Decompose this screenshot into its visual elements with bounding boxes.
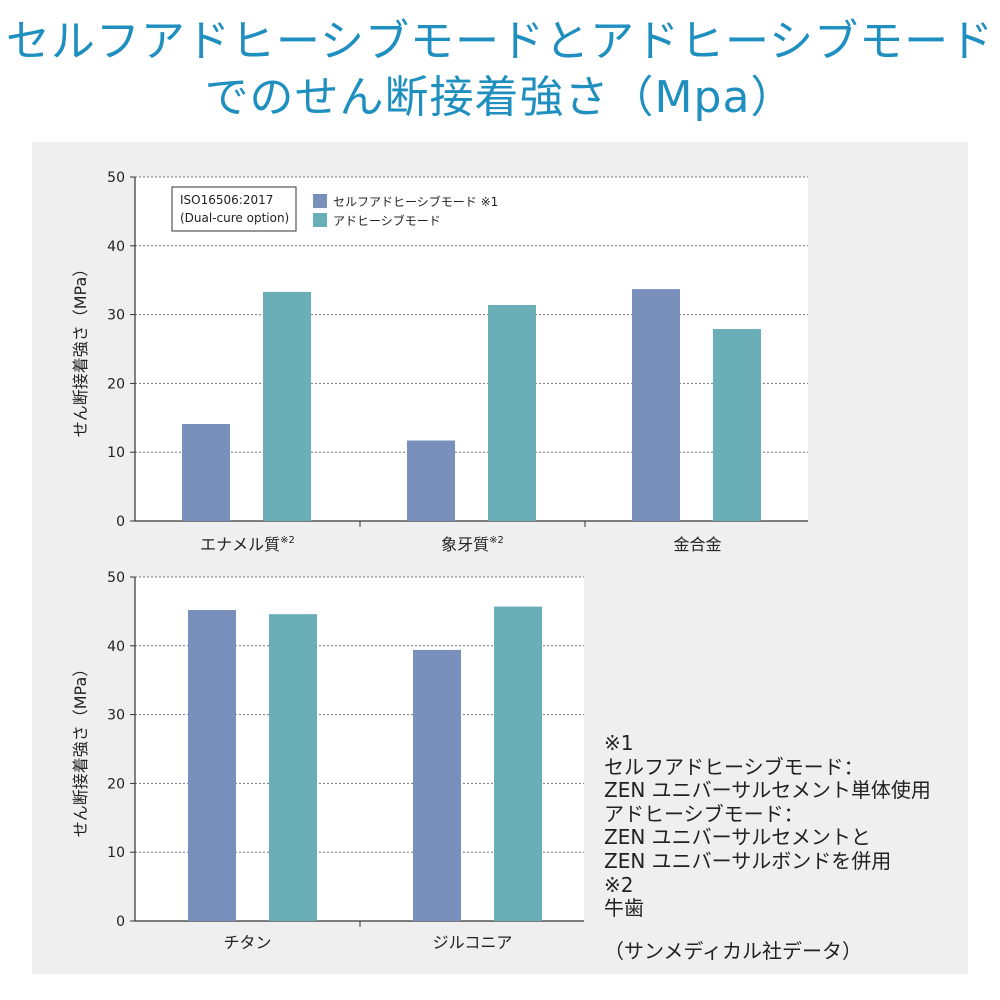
bar-adhesive xyxy=(263,291,311,521)
y-tick-label: 30 xyxy=(107,308,125,324)
page-title: セルフアドヒーシブモードとアドヒーシブモード でのせん断接着強さ（Mpa） xyxy=(0,14,1000,126)
legend-label: セルフアドヒーシブモード ※1 xyxy=(333,194,498,209)
x-category-label: ジルコニア xyxy=(433,933,513,952)
y-tick-label: 40 xyxy=(107,239,125,255)
page-title-line-2: でのせん断接着強さ（Mpa） xyxy=(204,72,796,123)
plot-area xyxy=(135,177,808,521)
x-category-superscript: ※2 xyxy=(489,535,504,546)
x-category-label: 象牙質※2 xyxy=(441,535,504,554)
footnote-line: ZEN ユニバーサルボンドを併用 xyxy=(604,848,892,873)
annotation-box xyxy=(171,186,297,232)
bar-adhesive xyxy=(713,329,761,521)
footnote-line: 牛歯 xyxy=(604,896,644,921)
legend-swatch xyxy=(313,194,327,208)
y-tick-label: 40 xyxy=(107,639,125,655)
footnote-line: アドヒーシブモード： xyxy=(604,801,804,826)
bar-self-adhesive xyxy=(407,440,455,521)
bar-self-adhesive xyxy=(188,610,236,921)
y-tick-label: 50 xyxy=(107,170,125,186)
x-category-superscript: ※2 xyxy=(280,535,295,546)
annotation-line-2: (Dual-cure option) xyxy=(180,211,289,225)
y-tick-label: 10 xyxy=(107,445,125,461)
x-category-label: チタン xyxy=(223,933,271,952)
bar-adhesive xyxy=(494,606,542,921)
y-tick-label: 50 xyxy=(107,570,125,586)
legend-label: アドヒーシブモード xyxy=(333,213,441,228)
x-category-label: エナメル質※2 xyxy=(200,535,295,554)
y-axis-label: せん断接着強さ（MPa） xyxy=(71,661,90,838)
annotation-line-1: ISO16506:2017 xyxy=(180,193,273,207)
bar-self-adhesive xyxy=(413,649,461,921)
legend-box xyxy=(308,187,523,231)
bar-self-adhesive xyxy=(632,289,680,521)
y-tick-label: 20 xyxy=(107,776,125,792)
y-tick-label: 10 xyxy=(107,845,125,861)
footnote-line: セルフアドヒーシブモード： xyxy=(604,754,864,779)
y-tick-label: 0 xyxy=(116,914,125,930)
legend-swatch xyxy=(313,213,327,227)
y-tick-label: 20 xyxy=(107,376,125,392)
footnotes: ※1 セルフアドヒーシブモード： ZEN ユニバーサルセメント単体使用 アドヒー… xyxy=(604,731,984,921)
data-source: （サンメディカル社データ） xyxy=(604,939,862,963)
page-title-line-1: セルフアドヒーシブモードとアドヒーシブモード xyxy=(5,16,995,67)
bar-adhesive xyxy=(269,614,317,921)
footnote-line: ZEN ユニバーサルセメントと xyxy=(604,825,871,850)
y-axis-label: せん断接着強さ（MPa） xyxy=(71,261,90,438)
y-tick-label: 0 xyxy=(116,514,125,530)
footnote-line: ZEN ユニバーサルセメント単体使用 xyxy=(604,778,931,803)
footnote-line: ※1 xyxy=(604,731,634,755)
bar-self-adhesive xyxy=(182,423,230,521)
y-tick-label: 30 xyxy=(107,708,125,724)
x-category-label: 金合金 xyxy=(673,535,721,554)
bar-adhesive xyxy=(488,304,536,521)
footnote-line: ※2 xyxy=(604,872,634,897)
